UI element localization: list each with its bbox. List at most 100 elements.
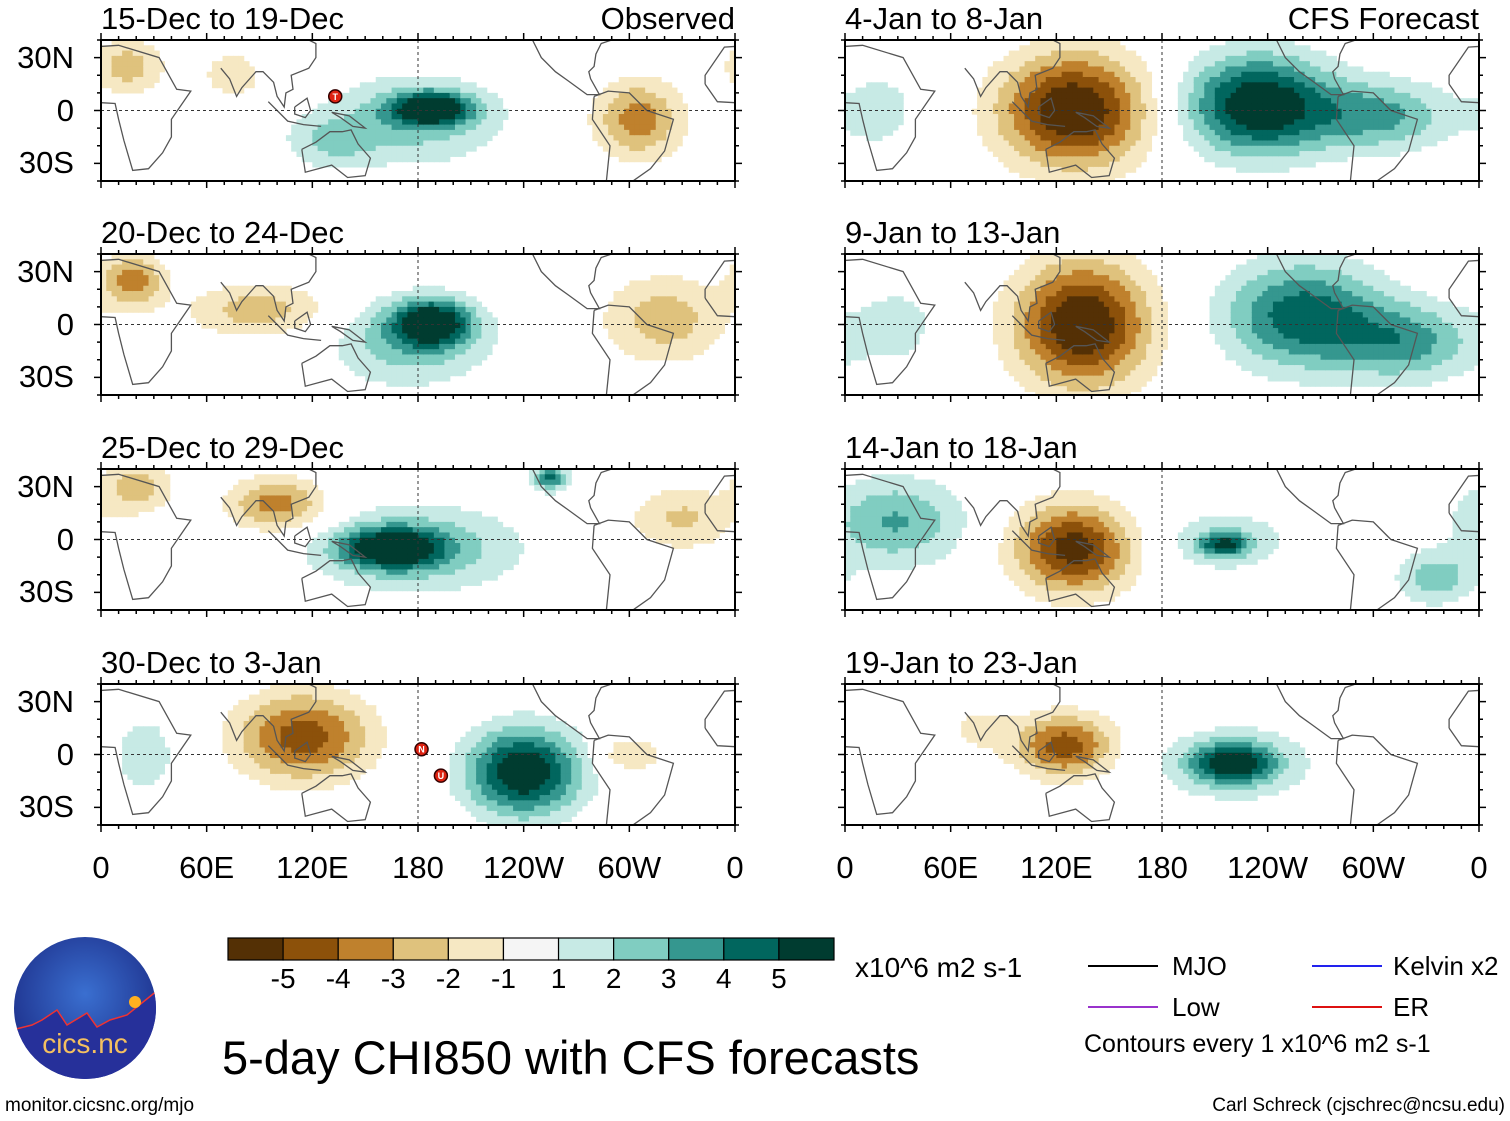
field-cell xyxy=(454,140,461,147)
field-cell xyxy=(513,773,519,780)
field-cell xyxy=(860,103,867,110)
field-cell xyxy=(349,527,356,534)
field-cell xyxy=(1040,98,1047,105)
field-cell xyxy=(618,82,625,89)
field-cell xyxy=(698,500,704,507)
field-cell xyxy=(106,259,113,266)
field-cell xyxy=(143,254,150,260)
field-cell xyxy=(687,506,694,512)
field-cell xyxy=(1029,156,1036,163)
field-cell xyxy=(370,521,377,528)
field-cell xyxy=(687,527,694,534)
field-cell xyxy=(523,779,530,786)
field-cell xyxy=(1051,151,1057,157)
field-cell xyxy=(724,291,731,297)
field-cell xyxy=(634,338,641,345)
field-cell xyxy=(375,359,382,366)
field-cell xyxy=(470,752,477,759)
field-cell xyxy=(661,135,667,142)
field-cell xyxy=(507,747,514,754)
field-cell xyxy=(264,500,271,507)
field-cell xyxy=(381,521,387,528)
coastline xyxy=(331,111,368,130)
field-cell xyxy=(470,140,477,147)
field-cell xyxy=(153,269,160,276)
field-cell xyxy=(465,98,472,105)
field-cell xyxy=(153,61,160,68)
field-cell xyxy=(116,55,123,62)
field-cell xyxy=(370,82,377,89)
field-cell xyxy=(550,479,556,486)
field-cell xyxy=(439,306,446,313)
field-cell xyxy=(338,543,345,549)
field-cell xyxy=(402,343,409,350)
field-cell xyxy=(1014,119,1020,126)
field-cell xyxy=(428,338,435,345)
field-cell xyxy=(396,365,403,371)
field-cell xyxy=(248,490,255,497)
field-cell xyxy=(217,71,224,78)
field-cell xyxy=(544,752,551,759)
field-cell xyxy=(444,92,451,99)
field-cell xyxy=(365,553,372,560)
field-cell xyxy=(312,124,319,131)
field-cell xyxy=(671,135,678,142)
field-cell xyxy=(391,301,398,308)
field-cell xyxy=(254,291,261,297)
field-cell xyxy=(354,151,361,157)
field-cell xyxy=(381,548,387,555)
field-cell xyxy=(982,92,989,99)
field-cell xyxy=(897,114,904,120)
field-cell xyxy=(328,726,335,733)
field-cell xyxy=(127,66,134,73)
field-cell xyxy=(243,479,250,486)
field-cell xyxy=(1003,77,1010,83)
field-cell xyxy=(655,317,662,324)
field-cell xyxy=(333,694,340,701)
field-cell xyxy=(333,156,340,163)
field-cell xyxy=(407,365,414,371)
field-cell xyxy=(523,821,530,825)
field-cell xyxy=(481,558,488,565)
field-cell xyxy=(344,752,350,759)
field-cell xyxy=(296,145,303,152)
field-cell xyxy=(460,301,467,308)
field-cell xyxy=(518,726,525,733)
field-cell xyxy=(491,129,498,136)
field-cell xyxy=(407,135,414,142)
field-cell xyxy=(639,328,646,334)
field-cell xyxy=(887,129,894,136)
field-cell xyxy=(486,119,493,126)
field-cell xyxy=(127,280,134,287)
field-cell xyxy=(270,511,276,518)
field-cell xyxy=(624,135,630,142)
coastline xyxy=(101,473,192,601)
field-cell xyxy=(254,726,261,733)
field-cell xyxy=(534,726,541,733)
field-cell xyxy=(428,87,435,94)
field-cell xyxy=(285,490,292,497)
field-cell xyxy=(137,479,144,486)
field-cell xyxy=(454,569,461,576)
field-cell xyxy=(661,296,667,303)
field-cell xyxy=(428,537,435,544)
field-cell xyxy=(322,705,329,712)
field-cell xyxy=(370,124,377,131)
field-cell xyxy=(439,553,446,560)
field-cell xyxy=(460,800,467,807)
field-cell xyxy=(164,490,171,497)
field-cell xyxy=(396,380,403,387)
field-cell xyxy=(349,736,356,743)
field-cell xyxy=(486,574,493,581)
field-cell xyxy=(850,103,857,110)
field-cell xyxy=(143,474,150,481)
field-cell xyxy=(359,328,366,334)
field-cell xyxy=(613,87,620,94)
field-cell xyxy=(639,527,646,534)
field-cell xyxy=(291,495,298,502)
field-cell xyxy=(312,773,319,780)
field-cell xyxy=(312,161,319,168)
field-cell xyxy=(381,98,387,105)
field-cell xyxy=(639,758,646,764)
field-cell xyxy=(354,328,361,334)
